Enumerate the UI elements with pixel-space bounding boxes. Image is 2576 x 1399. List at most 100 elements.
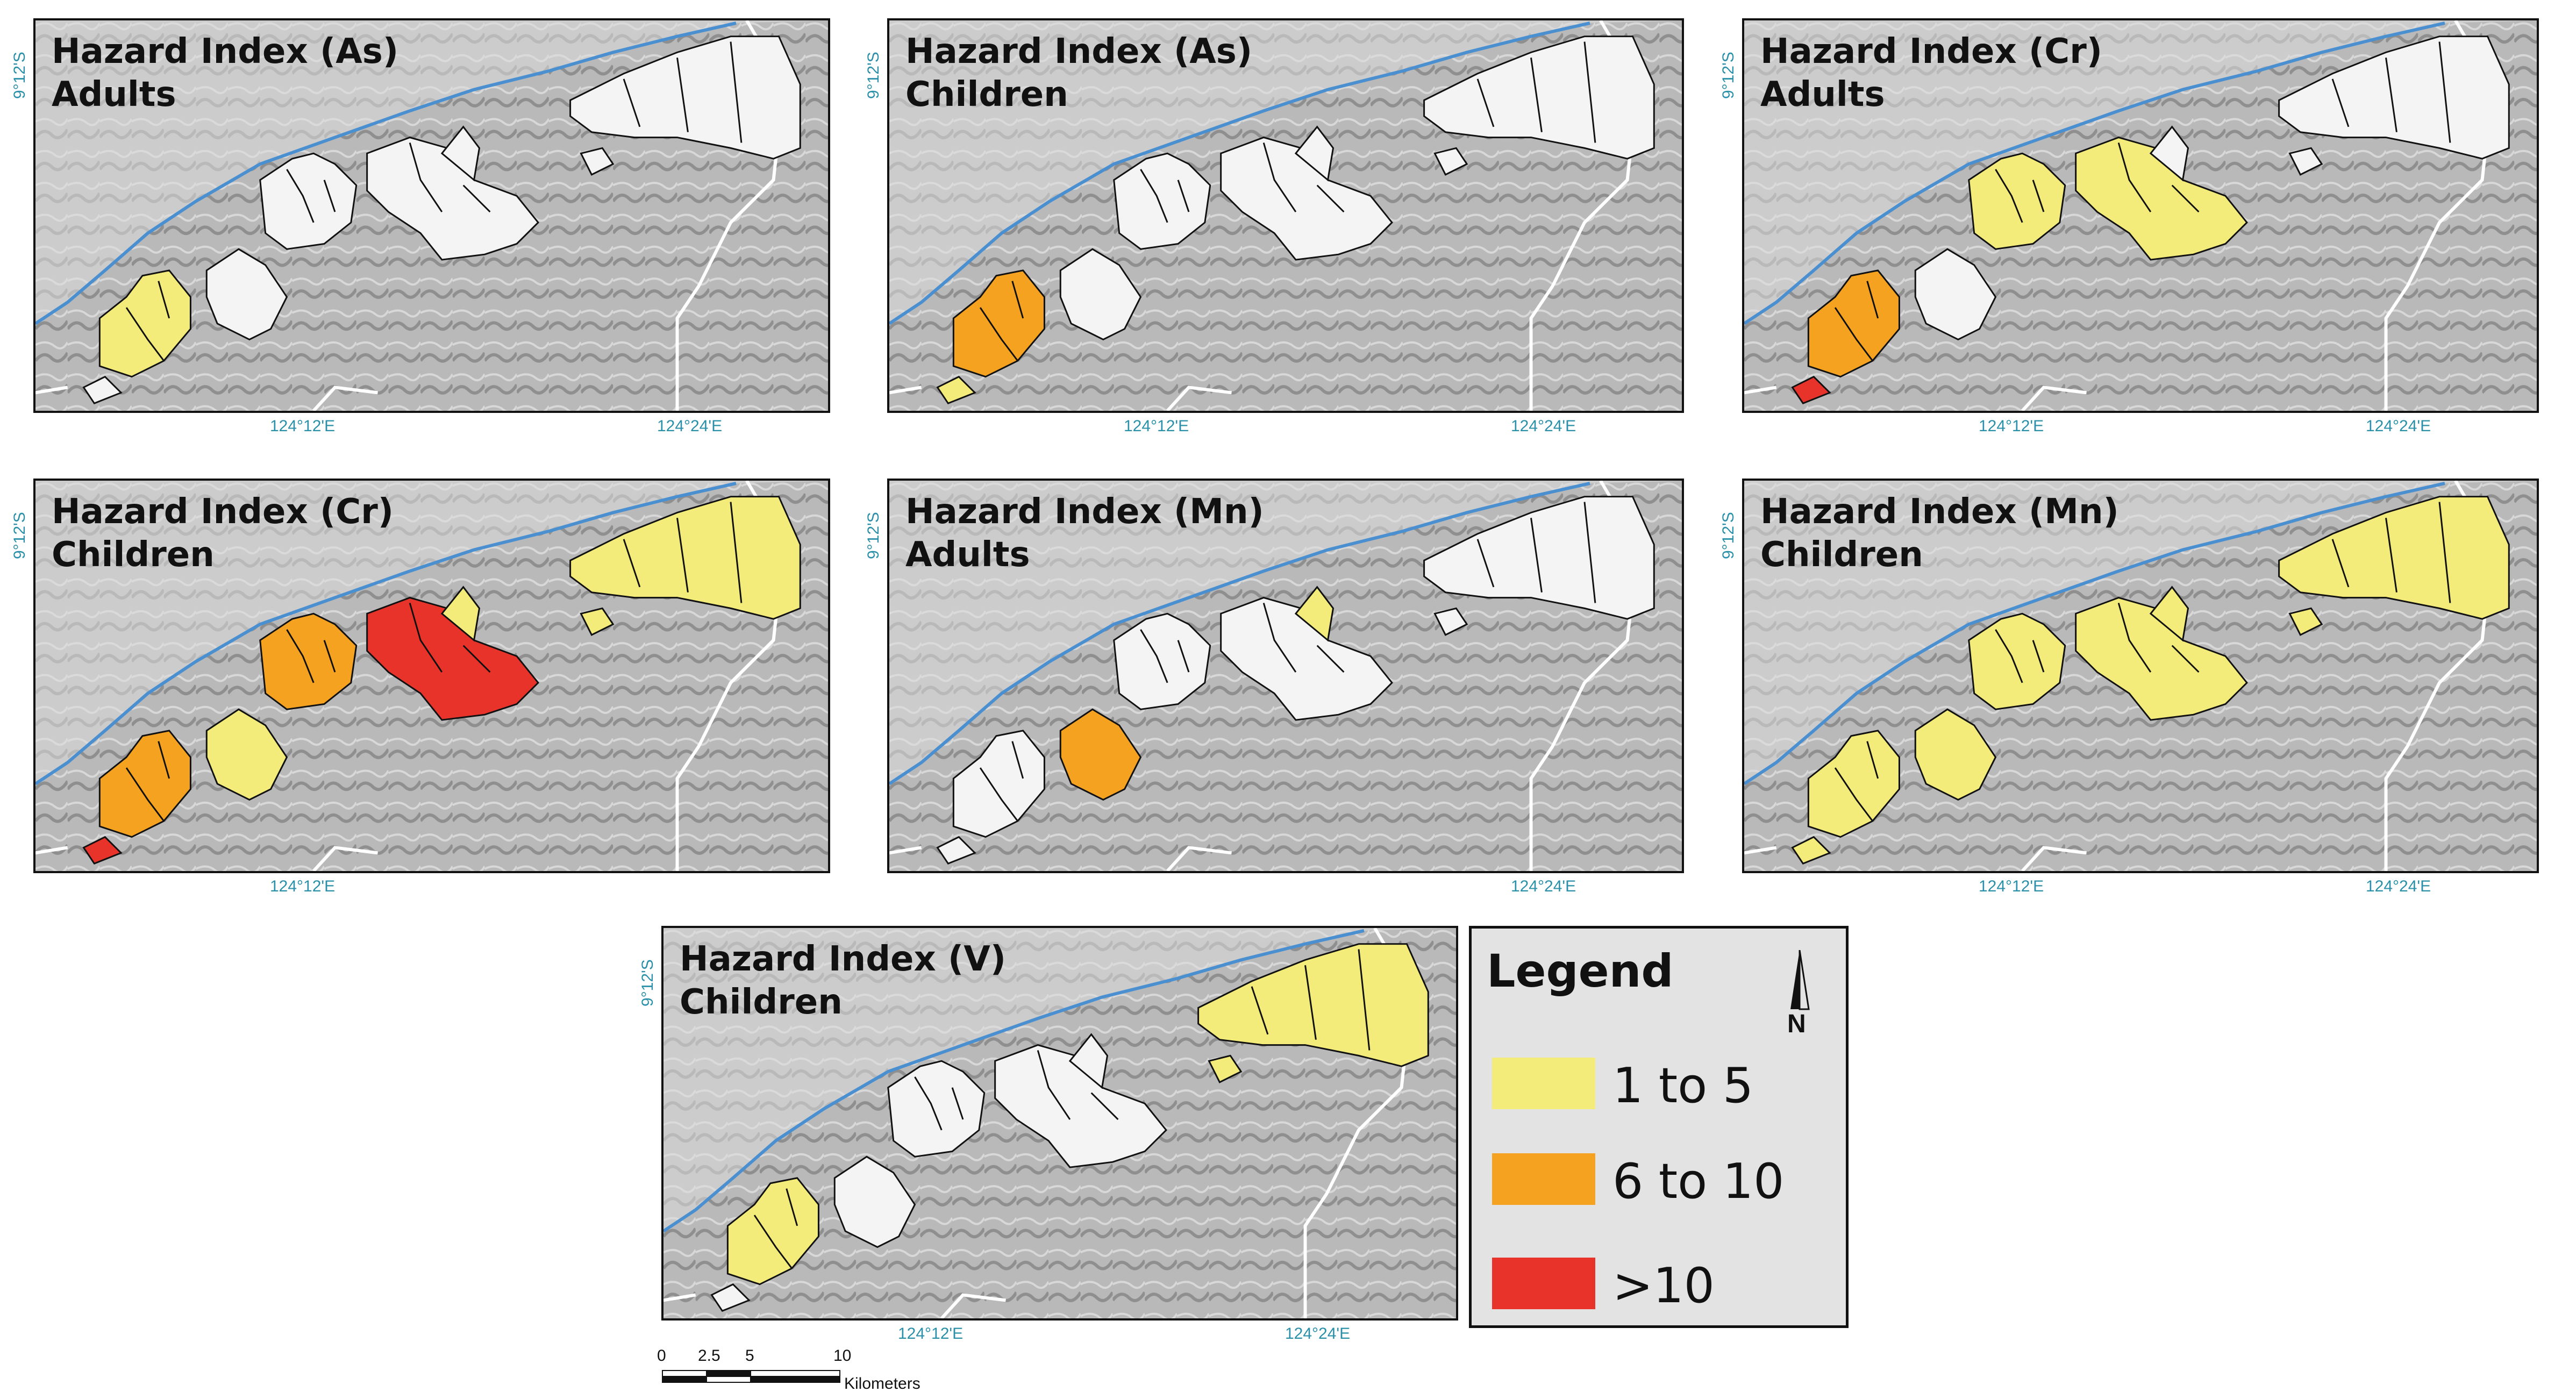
catchment-h <box>710 1283 751 1312</box>
legend-swatch-low <box>1492 1058 1595 1109</box>
map-panel: Hazard Index (Mn) Children <box>1742 479 2539 873</box>
coastline <box>35 22 737 325</box>
scale-unit: Kilometers <box>844 1375 920 1393</box>
scale-tick-1: 2.5 <box>698 1347 720 1365</box>
latitude-label: 9°12'S <box>11 512 28 559</box>
catchment-a <box>1113 152 1211 250</box>
catchment-a <box>1968 612 2066 710</box>
hillshade-map <box>889 481 1682 871</box>
coastline <box>889 22 1590 325</box>
hillshade-map <box>889 20 1682 411</box>
catchment-f <box>1914 248 1997 341</box>
longitude-label-right: 124°24'E <box>2366 877 2431 895</box>
latitude-label: 9°12'S <box>1719 512 1737 559</box>
catchment-g <box>1807 269 1900 378</box>
catchment-e <box>1433 607 1468 636</box>
catchment-e <box>580 147 615 176</box>
catchment-c <box>2149 586 2189 642</box>
longitude-label-right: 124°24'E <box>1285 1325 1351 1343</box>
longitude-label-right: 124°24'E <box>2366 417 2431 435</box>
hillshade-map <box>35 20 828 411</box>
longitude-label-left: 124°12'E <box>270 417 336 435</box>
panel-title: Hazard Index (V) Children <box>680 939 1007 1022</box>
catchment-g <box>98 269 191 378</box>
longitude-label-right: 124°24'E <box>657 417 723 435</box>
map-panel: Hazard Index (Cr) Children <box>33 479 830 873</box>
map-panel: Hazard Index (V) Children <box>661 926 1458 1321</box>
legend-swatch-high <box>1492 1258 1595 1309</box>
north-label: N <box>1787 1010 1806 1038</box>
catchment-d <box>569 35 801 160</box>
hillshade-map <box>1744 481 2537 871</box>
catchment-d <box>1423 496 1655 620</box>
catchment-h <box>1791 836 1831 865</box>
latitude-label: 9°12'S <box>11 52 28 99</box>
latitude-label: 9°12'S <box>865 52 882 99</box>
catchment-e <box>2288 607 2323 636</box>
catchment-a <box>1113 612 1211 710</box>
catchment-a <box>259 612 358 710</box>
catchment-f <box>1059 708 1142 801</box>
catchment-a <box>887 1060 986 1158</box>
catchment-h <box>936 375 976 404</box>
catchment-h <box>936 836 976 865</box>
panel-title: Hazard Index (Mn) Children <box>1760 492 2119 575</box>
catchment-h <box>82 375 123 404</box>
catchment-c <box>440 125 481 182</box>
catchment-e <box>1433 147 1468 176</box>
map-panel: Hazard Index (Mn) Adults <box>887 479 1684 873</box>
scale-tick-2: 5 <box>745 1347 754 1365</box>
panel-title: Hazard Index (Cr) Children <box>52 492 394 575</box>
panel-title: Hazard Index (As) Adults <box>52 32 399 115</box>
legend-label-mid: 6 to 10 <box>1612 1153 1785 1210</box>
catchment-c <box>1294 586 1335 642</box>
coastline <box>889 482 1590 786</box>
catchment-d <box>1423 35 1655 160</box>
catchment-f <box>1059 248 1142 341</box>
catchment-d <box>1197 943 1429 1067</box>
catchment-f <box>205 248 288 341</box>
map-panel: Hazard Index (As) Children <box>887 18 1684 413</box>
catchment-c <box>1068 1033 1109 1089</box>
catchment-h <box>1791 375 1831 404</box>
catchment-h <box>82 836 123 865</box>
coastline <box>35 482 737 786</box>
catchment-a <box>1968 152 2066 250</box>
catchment-c <box>2149 125 2189 182</box>
catchment-g <box>1807 730 1900 838</box>
longitude-label-left: 124°12'E <box>270 877 336 895</box>
hillshade-map <box>35 481 828 871</box>
north-arrow-icon <box>1790 950 1810 1010</box>
legend-swatch-mid <box>1492 1153 1595 1205</box>
catchment-f <box>205 708 288 801</box>
catchment-e <box>2288 147 2323 176</box>
map-legend: Legend N 1 to 5 6 to 10 >10 <box>1469 926 1849 1328</box>
longitude-label-left: 124°12'E <box>1979 417 2044 435</box>
map-panel: Hazard Index (As) Adults <box>33 18 830 413</box>
hillshade-map <box>663 928 1456 1318</box>
legend-label-high: >10 <box>1612 1258 1715 1314</box>
panel-title: Hazard Index (As) Children <box>905 32 1253 115</box>
longitude-label-left: 124°12'E <box>1979 877 2044 895</box>
latitude-label: 9°12'S <box>1719 52 1737 99</box>
panel-title: Hazard Index (Cr) Adults <box>1760 32 2103 115</box>
catchment-g <box>952 730 1045 838</box>
scale-bar-graphic <box>662 1370 840 1383</box>
panel-title: Hazard Index (Mn) Adults <box>905 492 1264 575</box>
scale-tick-0: 0 <box>657 1347 666 1365</box>
hillshade-map <box>1744 20 2537 411</box>
coastline <box>663 929 1365 1233</box>
latitude-label: 9°12'S <box>865 512 882 559</box>
legend-title: Legend <box>1487 945 1674 997</box>
catchment-d <box>569 496 801 620</box>
longitude-label-right: 124°24'E <box>1511 417 1576 435</box>
latitude-label: 9°12'S <box>639 959 657 1007</box>
catchment-d <box>2278 496 2510 620</box>
catchment-c <box>1294 125 1335 182</box>
longitude-label-left: 124°12'E <box>1124 417 1189 435</box>
catchment-e <box>580 607 615 636</box>
longitude-label-right: 124°24'E <box>1511 877 1576 895</box>
catchment-f <box>1914 708 1997 801</box>
catchment-c <box>440 586 481 642</box>
catchment-g <box>952 269 1045 378</box>
